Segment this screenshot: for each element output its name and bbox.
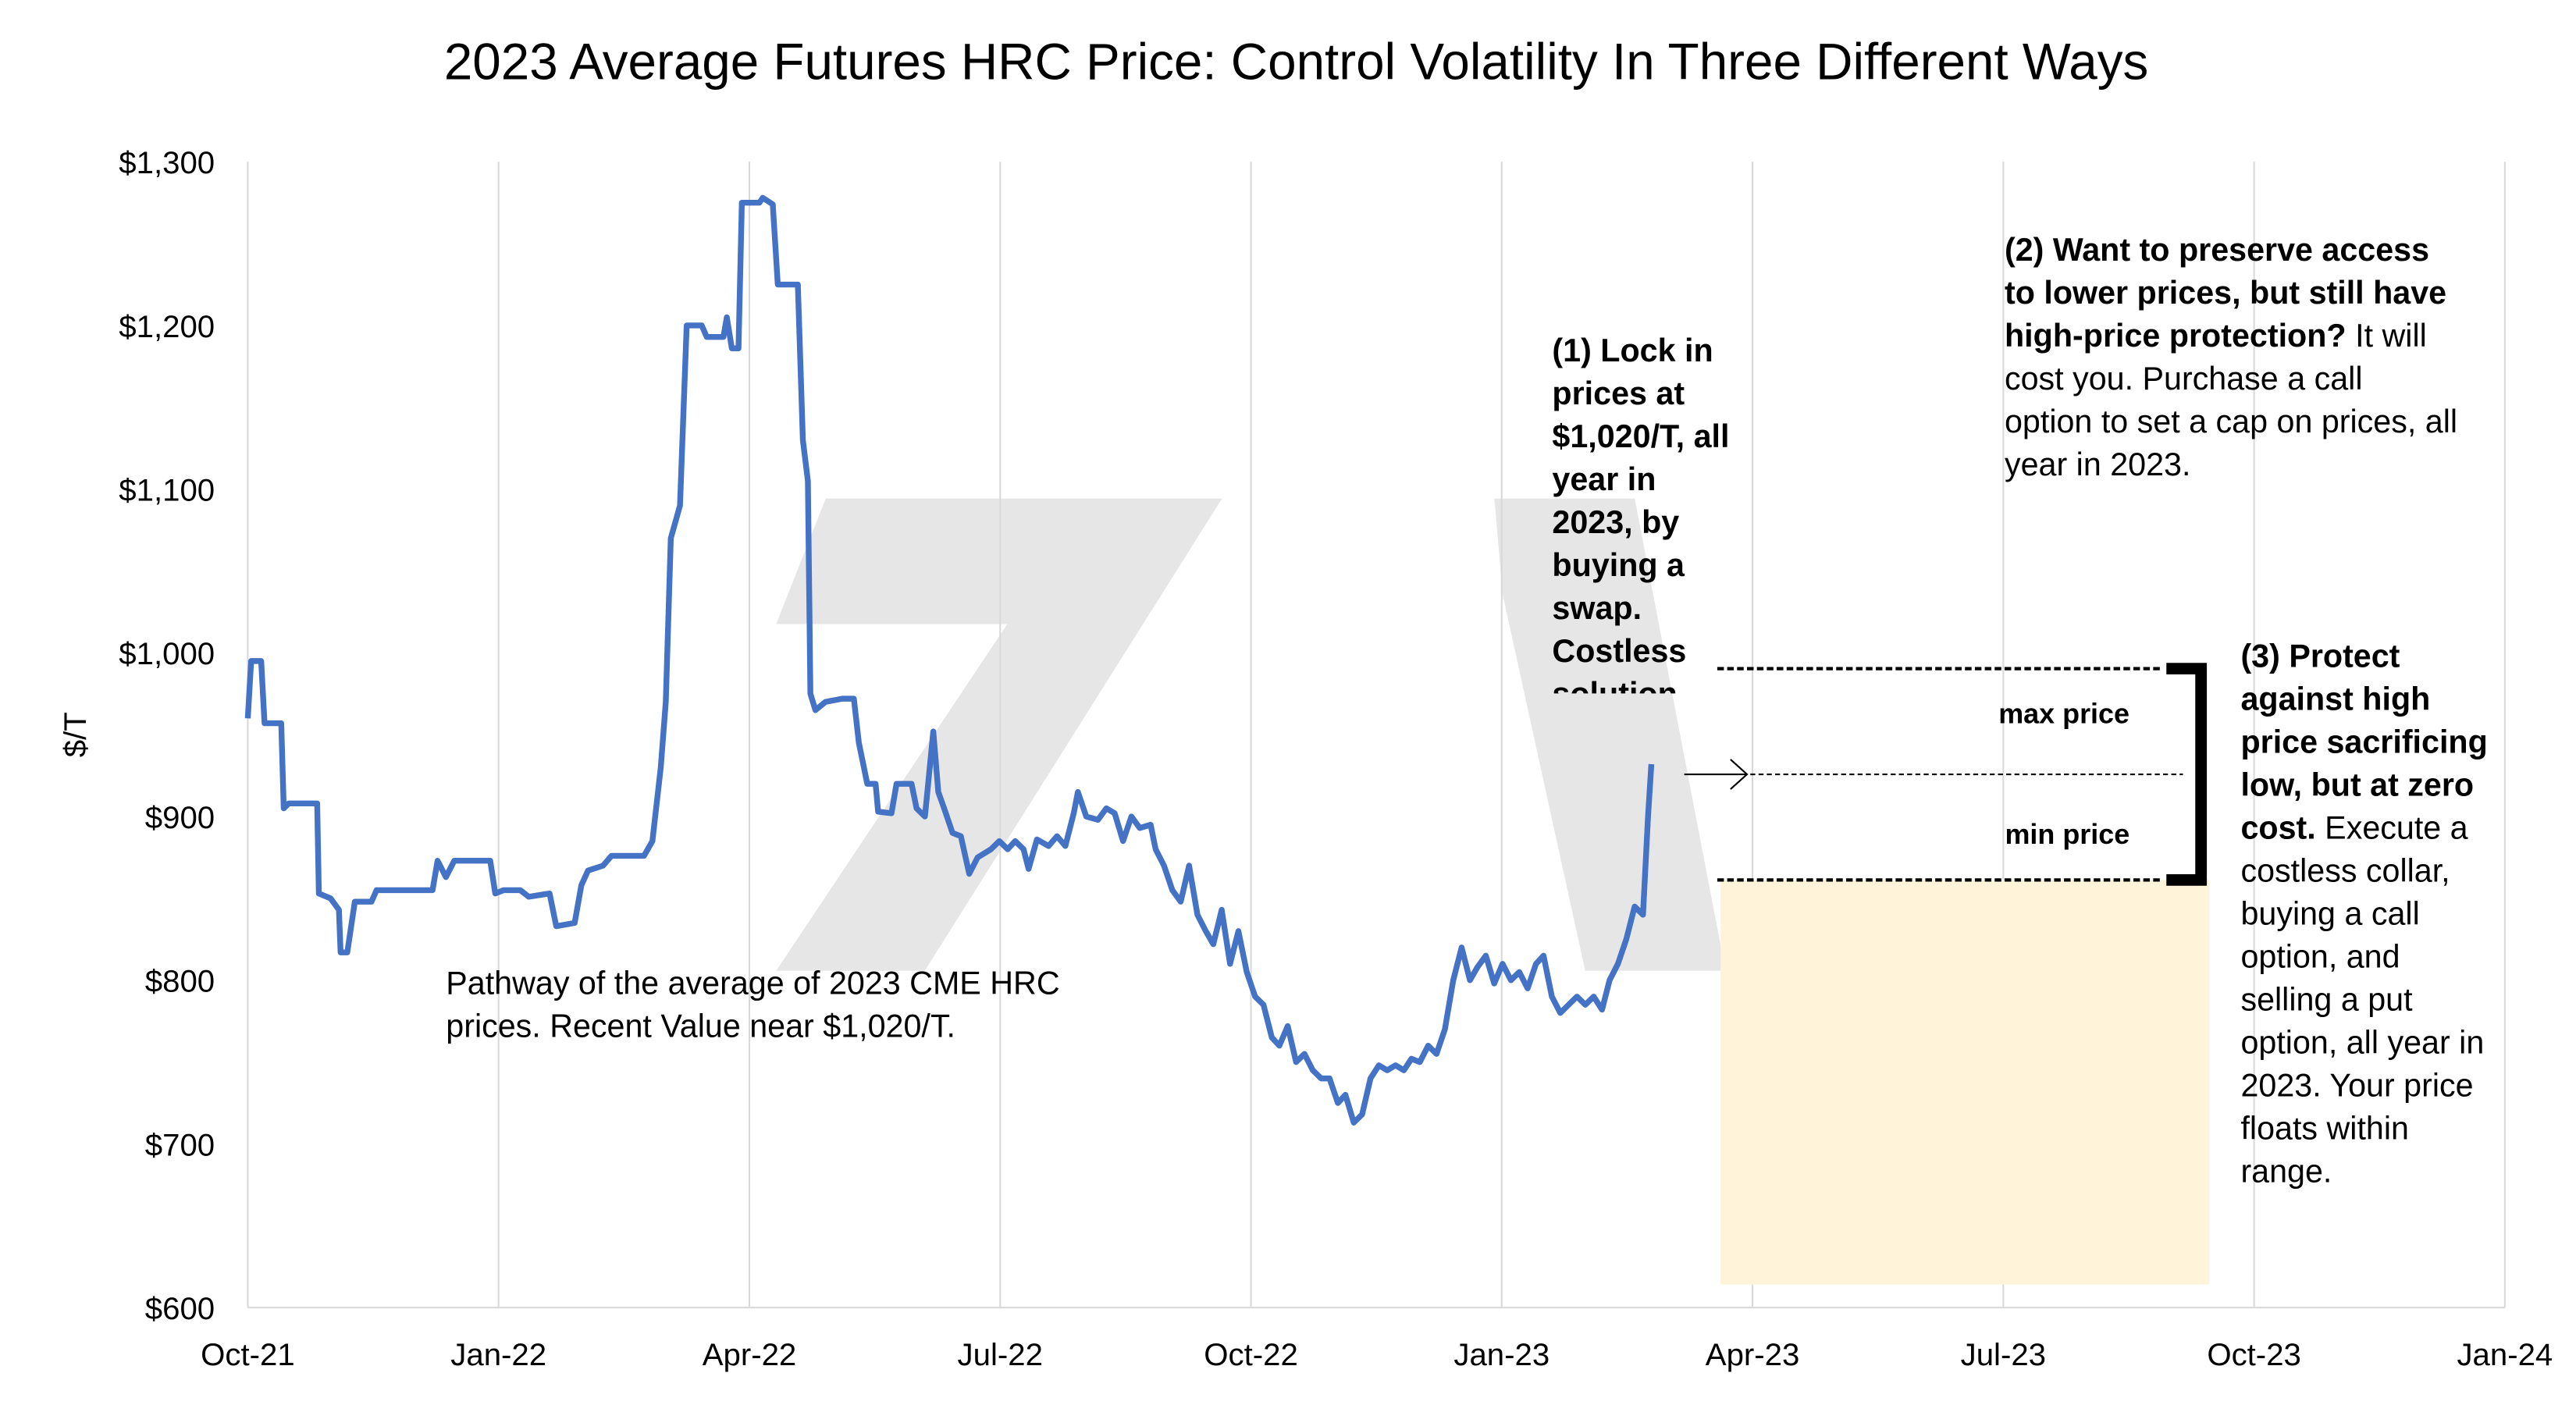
plot: $600 $700 $800 $900 $1,000 $1,100 $1,200 $1,300… (119, 145, 2553, 1372)
annotation: (3) Protect against high price sacrifici… (2240, 635, 2492, 1193)
annotation-normal: It will cost you. Purchase a call option… (2004, 318, 2458, 484)
min-label: min price (2005, 818, 2129, 850)
max-label: max price (1998, 697, 2129, 729)
watermark (776, 498, 1726, 971)
y-tick-label: $1,100 (119, 472, 215, 507)
x-tick-label: Apr-23 (1706, 1337, 1800, 1372)
arrow (1684, 759, 1749, 790)
annotation-normal: Pathway of the average of 2023 CME HRC p… (446, 966, 1060, 1045)
y-tick-label: $900 (145, 800, 215, 835)
annotation-normal: Execute a costless collar, buying a call… (2240, 810, 2485, 1191)
annotation-text: (3) Protect against high price sacrifici… (2240, 635, 2492, 1193)
x-tick-label: Apr-22 (703, 1337, 797, 1372)
annotation: (1) Lock in prices at $1,020/T, all year… (1552, 330, 1742, 693)
range-box (1720, 880, 2210, 1285)
annotation-text: (1) Lock in prices at $1,020/T, all year… (1552, 330, 1742, 693)
annotation-bold: (2) Want to preserve access to lower pri… (2004, 233, 2447, 355)
annotation-bold: (3) Protect against high price sacrifici… (2240, 638, 2488, 848)
annotation-bold: (1) Lock in prices at $1,020/T, all year… (1552, 333, 1730, 693)
x-tick-label: Oct-22 (1204, 1337, 1298, 1372)
x-tick-label: Jan-24 (2457, 1337, 2553, 1372)
annotation: Pathway of the average of 2023 CME HRC p… (446, 962, 1139, 1048)
watermark-a (1494, 498, 1726, 971)
y-tick-label: $1,300 (119, 145, 215, 180)
chart-title: 2023 Average Futures HRC Price: Control … (444, 34, 2148, 91)
y-tick-label: $1,000 (119, 636, 215, 671)
x-tick-label: Oct-23 (2207, 1337, 2301, 1372)
y-tick-label: $600 (145, 1291, 215, 1326)
x-tick-label: Oct-21 (201, 1337, 295, 1372)
annotation: (2) Want to preserve access to lower pri… (2005, 229, 2459, 487)
x-tick-label: Jan-23 (1453, 1337, 1550, 1372)
y-tick-label: $700 (145, 1127, 215, 1162)
line-series (244, 194, 1655, 1126)
x-tick-label: Jul-23 (1961, 1337, 2046, 1372)
y-tick-label: $1,200 (119, 309, 215, 344)
x-tick-label: Jul-22 (958, 1337, 1043, 1372)
watermark-z (776, 498, 1322, 971)
y-axis-label: $/T (58, 712, 93, 757)
x-tick-label: Jan-22 (450, 1337, 546, 1372)
annotation-text: Pathway of the average of 2023 CME HRC p… (446, 962, 1139, 1048)
bracket (2166, 663, 2208, 886)
y-tick-label: $800 (145, 964, 215, 999)
annotation-text: (2) Want to preserve access to lower pri… (2005, 229, 2459, 487)
